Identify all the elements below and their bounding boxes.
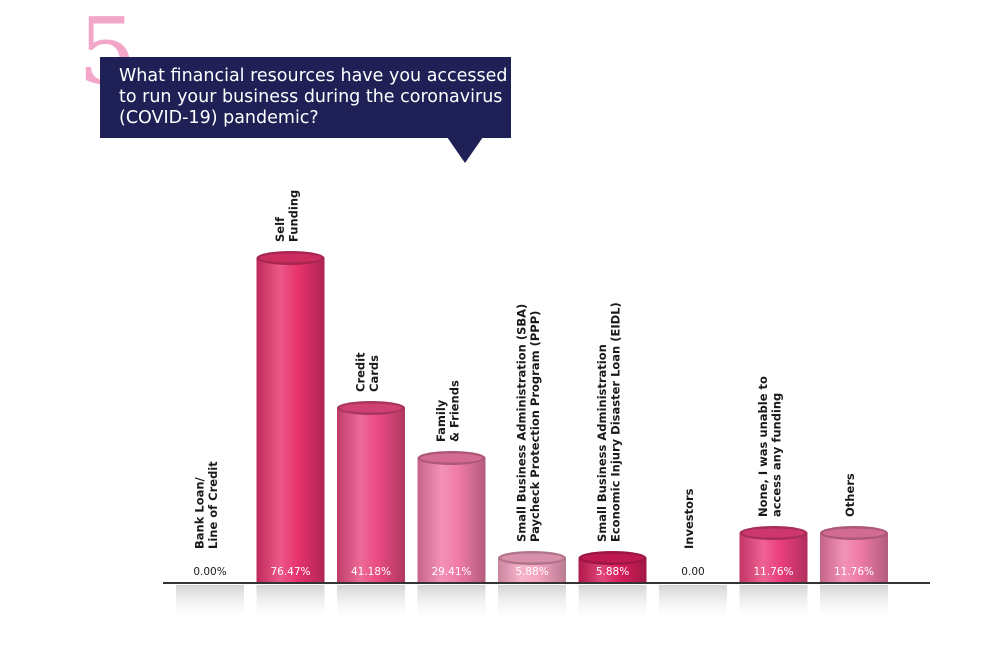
question-box <box>100 57 511 138</box>
category-label: SelfFunding <box>273 190 301 242</box>
bar-reflection <box>337 585 405 623</box>
bar-top-inner <box>742 528 805 538</box>
bar-reflection <box>820 585 888 623</box>
question-text: What financial resources have you access… <box>119 66 508 128</box>
question-box-pointer <box>447 137 483 163</box>
bar <box>256 258 325 583</box>
bar-top-inner <box>581 553 644 563</box>
bar-top-inner <box>420 453 483 463</box>
labels-group: 0.00% Bank Loan/Line of Credit 76.47% SelfF… <box>163 190 930 584</box>
category-label: None, I was unable toaccess any funding <box>756 376 784 517</box>
bar <box>337 407 405 583</box>
bar <box>739 533 808 583</box>
category-label: Small Business AdministrationEconomic In… <box>595 302 623 542</box>
value-label: 11.76% <box>834 566 874 578</box>
value-label: 0.00% <box>193 566 226 578</box>
bar-reflection <box>256 585 325 623</box>
value-label: 41.18% <box>351 566 391 578</box>
category-label: Others <box>843 473 857 517</box>
bars-group <box>176 251 888 623</box>
value-label: 5.88% <box>596 566 629 578</box>
bar-reflection <box>578 585 647 623</box>
value-label: 76.47% <box>270 566 310 578</box>
bar-top-inner <box>501 553 563 563</box>
bar-reflection <box>739 585 808 623</box>
bar-top-inner <box>823 528 885 538</box>
bar-reflection <box>659 585 727 623</box>
bar <box>820 533 888 583</box>
bar <box>417 458 486 583</box>
category-label: Bank Loan/Line of Credit <box>193 461 221 549</box>
category-label: Small Business Administration (SBA)Paych… <box>515 304 543 542</box>
bar-top-inner <box>259 253 322 263</box>
bar-reflection <box>498 585 566 623</box>
category-label: CreditCards <box>354 352 382 392</box>
category-label: Family& Friends <box>434 380 462 442</box>
bar-reflection <box>417 585 486 623</box>
value-label: 29.41% <box>431 566 471 578</box>
value-label: 5.88% <box>515 566 548 578</box>
bar-top-inner <box>340 403 402 413</box>
category-label: Investors <box>682 488 696 549</box>
value-label: 11.76% <box>753 566 793 578</box>
value-label: 0.00 <box>681 566 704 578</box>
bar-reflection <box>176 585 244 623</box>
